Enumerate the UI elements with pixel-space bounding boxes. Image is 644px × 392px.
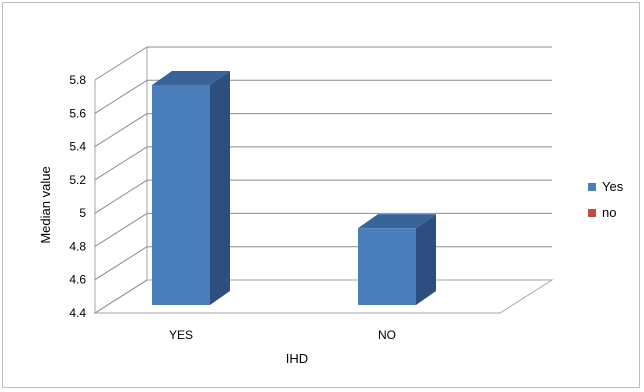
gridline-diagonal [94, 146, 148, 181]
y-tick-label: 4.6 [69, 273, 86, 287]
y-tick-label: 5.4 [69, 140, 86, 154]
legend: Yes no [588, 179, 624, 220]
y-tick-labels: 4.4 4.6 4.8 5 5.2 5.4 5.6 5.8 [69, 73, 86, 320]
gridline-diagonal [94, 279, 148, 314]
gridline-diagonal [94, 79, 148, 114]
legend-item: Yes [588, 179, 624, 194]
bar-yes [152, 70, 230, 305]
y-tick-label: 5.2 [69, 173, 86, 187]
bar-top [152, 70, 230, 85]
bar-side [416, 214, 436, 305]
y-tick-label: 4.4 [69, 306, 86, 320]
legend-label: Yes [602, 179, 624, 194]
y-axis-title: Median value [38, 166, 53, 243]
y-tick-label: 5.6 [69, 106, 86, 120]
x-tick-label: YES [169, 328, 193, 342]
y-tick-label: 5 [79, 206, 86, 220]
gridline-diagonal [94, 179, 148, 214]
bar-no [358, 214, 436, 305]
gridline-diagonal [94, 213, 148, 247]
x-tick-label: NO [378, 328, 396, 342]
bar-front [152, 84, 210, 305]
bar-top [358, 214, 436, 229]
legend-swatch [588, 209, 596, 217]
legend-swatch [588, 183, 596, 191]
bar-side [210, 70, 230, 305]
legend-label: no [602, 205, 616, 220]
gridline-diagonal [94, 113, 148, 147]
chart-area [2, 2, 640, 388]
gridline-diagonal [94, 46, 148, 81]
y-tick-label: 5.8 [69, 73, 86, 87]
bars [152, 70, 436, 305]
legend-item: no [588, 205, 616, 220]
bar-front [358, 228, 416, 305]
gridline-diagonal [94, 246, 148, 281]
x-axis-title: IHD [286, 351, 308, 366]
y-tick-label: 4.8 [69, 239, 86, 253]
x-tick-labels: YES NO [169, 328, 396, 342]
